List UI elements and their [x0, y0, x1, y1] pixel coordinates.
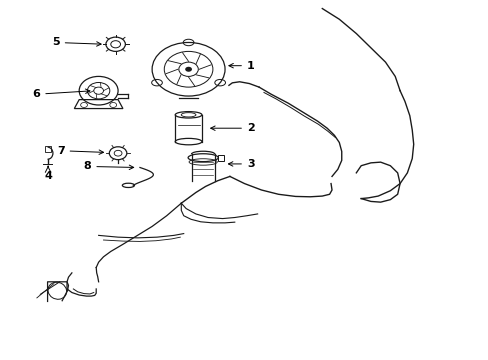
Bar [218, 155, 224, 161]
Text: 5: 5 [52, 37, 101, 48]
Text: 2: 2 [210, 123, 254, 133]
Text: 4: 4 [44, 171, 52, 181]
Bar [44, 146, 51, 152]
Text: 1: 1 [228, 61, 254, 71]
Text: 8: 8 [83, 161, 133, 171]
Text: 7: 7 [57, 146, 103, 156]
Circle shape [185, 67, 192, 72]
Text: 6: 6 [32, 89, 90, 99]
Text: 3: 3 [228, 159, 254, 169]
